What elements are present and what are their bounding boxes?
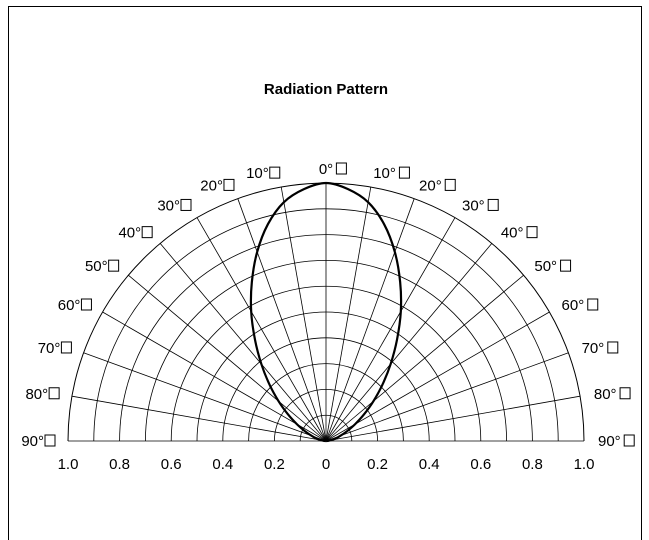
grid-spoke [325,217,456,442]
angle-label-text: 10° [373,165,396,182]
angle-label: 80° [25,386,60,403]
angle-label-text: 50° [85,258,108,275]
angle-label-text: 70° [582,340,605,357]
angle-label: 20° [200,177,235,194]
angle-label: 30° [157,197,192,214]
label-box [623,434,635,447]
grid-spoke [102,311,327,442]
label-box [398,166,410,179]
grid-spoke [196,217,327,442]
angle-label-text: 80° [594,386,617,403]
radial-tick-label: 0.6 [161,456,182,473]
radial-tick-label: 1.0 [58,456,79,473]
angle-label: 70° [582,340,619,357]
angle-label: 80° [594,386,631,403]
label-box [141,226,153,239]
angle-label-text: 60° [562,297,585,314]
label-box [444,178,456,191]
angle-label-text: 30° [462,197,485,214]
angle-label: 90° [598,433,635,450]
grid-spoke [83,352,327,442]
label-box [60,341,72,354]
angle-label-text: 10° [246,165,269,182]
label-box [180,198,192,211]
angle-label: 10° [246,165,281,182]
angle-label-text: 40° [501,225,524,242]
grid-spoke [325,243,493,442]
label-box [560,259,572,272]
label-box [619,387,631,400]
label-box [487,198,499,211]
label-box [269,166,281,179]
angle-label: 40° [118,225,153,242]
label-box [526,226,538,239]
grid-spoke [280,186,327,442]
radial-tick-label: 1.0 [574,456,595,473]
label-box [80,298,92,311]
label-box [607,341,619,354]
angle-tick-labels: 90° 80° 70° 60° 50° 40° 30° 20° 10° 0° 10° 20° 30° 40… [21,161,635,450]
chart-title: Radiation Pattern [264,81,388,98]
angle-label: 30° [462,197,499,214]
label-box [587,298,599,311]
angle-label-text: 20° [419,177,442,194]
radial-tick-label: 0.4 [419,456,440,473]
grid-spoke [128,274,327,442]
angle-label: 50° [534,258,572,275]
angle-label: 10° [373,165,410,182]
angle-label: 60° [562,297,599,314]
grid-spoke [71,395,327,442]
angle-label: 70° [38,340,72,357]
radial-tick-label: 0.8 [109,456,130,473]
angle-label-text: 20° [200,177,223,194]
angle-label-text: 70° [38,340,61,357]
label-box [223,178,235,191]
angle-label-text: 0° [319,161,333,178]
radial-tick-labels: 1.0 0.8 0.6 0.4 0.2 0 0.2 0.4 0.6 0.8 1.0 [58,456,595,473]
angle-label: 20° [419,177,456,194]
radial-tick-label: 0.8 [522,456,543,473]
angle-label-text: 90° [21,433,44,450]
angle-label: 0° [319,161,347,178]
polar-grid [67,182,585,442]
angle-label: 40° [501,225,538,242]
radial-tick-label: 0.2 [264,456,285,473]
grid-spoke [159,243,327,442]
chart-frame [8,6,642,540]
angle-label-text: 90° [598,433,621,450]
pattern-series [249,181,403,443]
angle-label: 60° [58,297,92,314]
pattern-line [249,181,403,443]
angle-label-text: 50° [534,258,557,275]
angle-label-text: 30° [157,197,180,214]
angle-label-text: 40° [118,225,141,242]
grid-spoke [325,352,569,442]
radial-tick-label: 0.4 [212,456,233,473]
label-box [48,387,60,400]
radial-tick-label: 0.6 [470,456,491,473]
angle-label: 90° [21,433,56,450]
grid-spoke [325,395,581,442]
grid-spoke [325,274,524,442]
angle-label: 50° [85,258,120,275]
label-box [108,259,120,272]
grid-spoke [325,311,550,442]
radial-tick-label: 0 [322,456,330,473]
grid-spoke [325,186,372,442]
grid-spoke [325,198,415,442]
label-box [335,162,347,175]
label-box [44,434,56,447]
grid-spoke [237,198,327,442]
angle-label-text: 80° [25,386,48,403]
radial-tick-label: 0.2 [367,456,388,473]
angle-label-text: 60° [58,297,81,314]
